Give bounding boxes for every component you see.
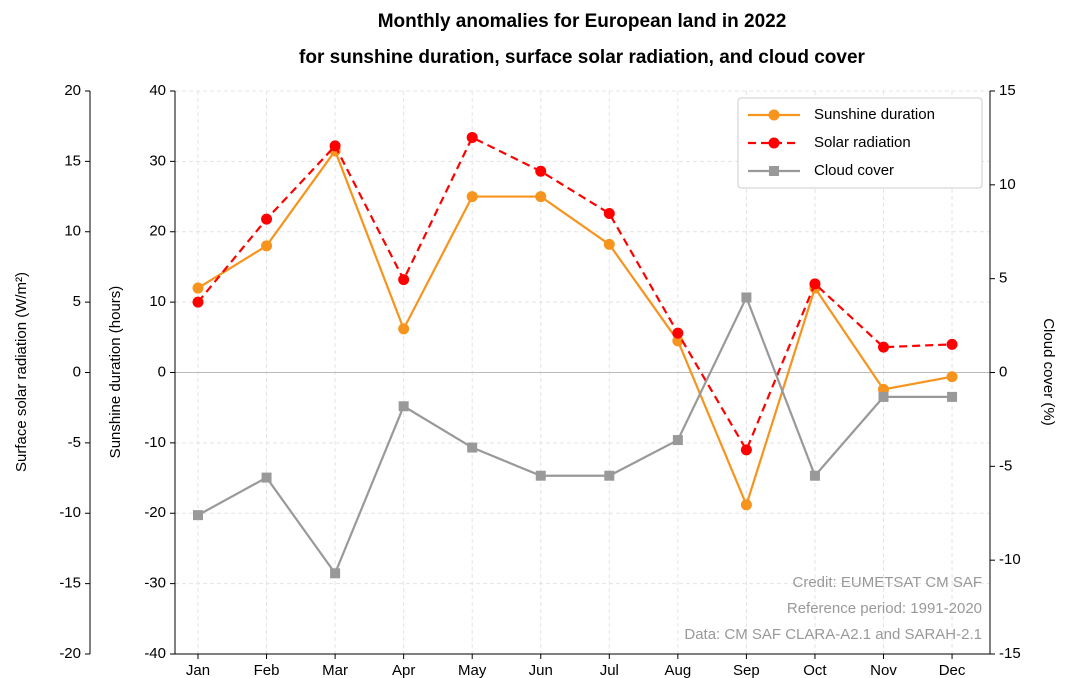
x-tick-label: May [458,662,487,678]
y2-tick-label: -15 [999,645,1021,662]
legend-marker [768,109,780,121]
x-tick-label: Mar [322,662,348,678]
y2-axis-label: Cloud cover (%) [1040,318,1057,426]
y3-tick-label: 10 [64,223,81,240]
annotation: Reference period: 1991-2020 [787,600,982,617]
y-tick-label: -10 [144,434,166,451]
legend-label: Solar radiation [814,134,911,151]
data-point [398,323,410,335]
series-line [197,148,953,508]
y3-axis-label: Surface solar radiation (W/m²) [13,272,30,472]
data-point [192,282,204,294]
legend-label: Sunshine duration [814,106,935,123]
data-point [261,213,273,225]
y2-tick-label: 15 [999,82,1016,99]
y3-tick-label: 5 [73,293,81,310]
data-point [946,338,958,350]
data-point [740,444,752,456]
y-axis-label: Sunshine duration (hours) [107,286,124,459]
y-tick-label: 30 [149,152,166,169]
data-point [535,191,547,203]
data-point [398,401,409,412]
chart-subtitle: for sunshine duration, surface solar rad… [299,47,865,68]
y3-tick-label: -10 [59,504,81,521]
data-point [672,335,684,347]
data-point [947,391,958,402]
x-tick-label: Sep [733,662,760,678]
data-point [467,442,478,453]
x-tick-label: Nov [870,662,897,678]
data-point [192,296,204,308]
y2-tick-label: -10 [999,551,1021,568]
data-point [261,472,272,483]
data-point [946,371,958,383]
y2-tick-label: -5 [999,457,1012,474]
x-tick-label: Jan [186,662,210,678]
data-point [603,238,615,250]
data-point [466,191,478,203]
legend-label: Cloud cover [814,162,894,179]
data-point [878,391,889,402]
x-tick-label: Dec [939,662,966,678]
data-point [672,435,683,446]
y-tick-label: -20 [144,504,166,521]
data-point [878,341,889,353]
x-tick-label: Feb [254,662,280,678]
y3-tick-label: 0 [73,363,81,380]
y2-tick-label: 0 [999,363,1007,380]
x-tick-label: Apr [392,662,415,678]
data-point [809,470,820,481]
series-line [197,294,953,576]
x-tick-label: Jul [600,662,619,678]
data-point [330,568,341,579]
x-tick-label: Oct [803,662,827,678]
data-point [535,470,546,481]
data-point [329,140,341,152]
data-point [261,240,273,252]
legend-marker [769,166,779,176]
chart-title: Monthly anomalies for European land in 2… [378,11,787,32]
x-tick-label: Aug [664,662,691,678]
annotation: Credit: EUMETSAT CM SAF [793,574,982,591]
legend-marker [768,137,780,149]
y-tick-label: 0 [158,363,166,380]
data-point [741,292,752,303]
data-point [466,131,478,143]
data-point [604,470,615,481]
data-point [740,499,752,511]
y-tick-label: 10 [149,293,166,310]
y3-tick-label: 15 [64,152,81,169]
data-point [398,274,410,286]
legend-box [737,97,983,189]
data-point [535,165,547,177]
y3-tick-label: -15 [59,575,81,592]
y2-tick-label: 10 [999,176,1016,193]
annotation: Data: CM SAF CLARA-A2.1 and SARAH-2.1 [684,626,982,643]
data-point [809,278,821,290]
x-tick-label: Jun [529,662,553,678]
y-tick-label: -40 [144,645,166,662]
data-point [193,510,203,521]
y3-tick-label: -5 [68,434,81,451]
y3-tick-label: -20 [59,645,81,662]
y3-tick-label: 20 [64,82,81,99]
data-point [603,207,615,219]
data-point [672,327,684,339]
y2-tick-label: 5 [999,270,1007,287]
y-tick-label: 20 [149,223,166,240]
y-tick-label: 40 [149,82,166,99]
y-tick-label: -30 [144,575,166,592]
